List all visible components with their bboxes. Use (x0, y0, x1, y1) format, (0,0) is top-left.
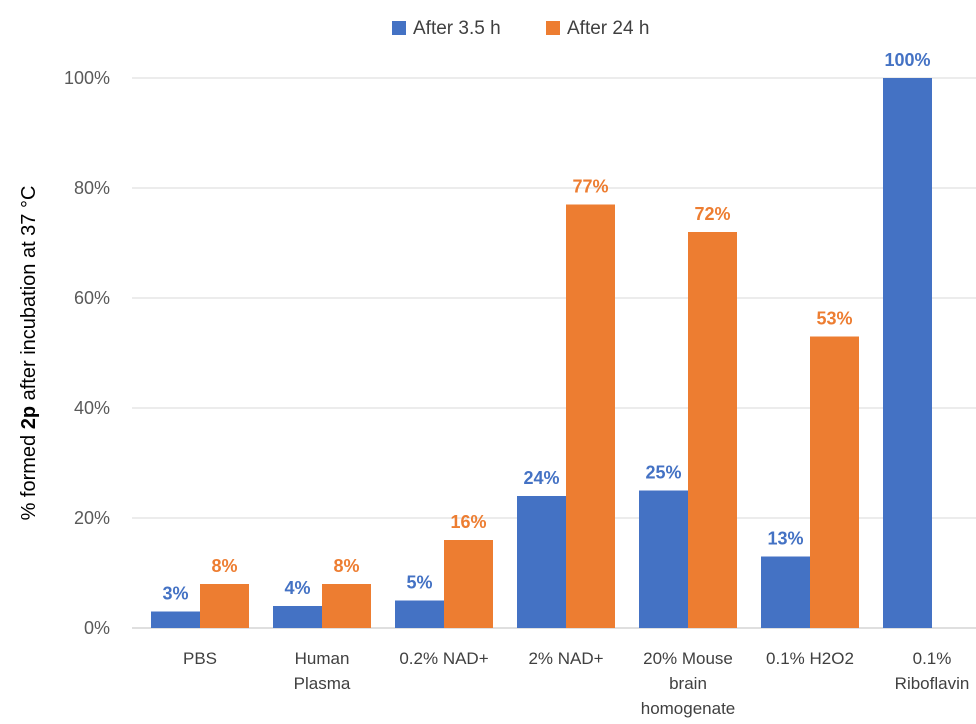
data-label: 8% (211, 556, 237, 576)
bar-after-3-5h (883, 78, 932, 628)
bar-after-3-5h (639, 490, 688, 628)
data-label: 100% (884, 50, 930, 70)
legend-swatch (546, 21, 560, 35)
bar-after-24h (200, 584, 249, 628)
data-label: 53% (816, 309, 852, 329)
y-tick-label: 20% (74, 508, 110, 528)
data-labels: 3% 8% 4% 8% 5% 16% 24% 77% 25% 72% 13% 53% 100% (162, 50, 930, 604)
data-label: 24% (523, 468, 559, 488)
data-label: 77% (572, 177, 608, 197)
bar-after-3-5h (517, 496, 566, 628)
bar-after-24h (566, 204, 615, 628)
bars (151, 78, 932, 628)
legend: After 3.5 h After 24 h (392, 18, 649, 39)
y-tick-label: 100% (64, 68, 110, 88)
y-tick-label: 40% (74, 398, 110, 418)
bar-after-3-5h (273, 606, 322, 628)
x-category-label: 0.2% NAD+ (399, 649, 488, 668)
bar-after-24h (810, 336, 859, 628)
data-label: 16% (450, 512, 486, 532)
x-category-label: Human Plasma (294, 649, 351, 693)
data-label: 3% (162, 584, 188, 604)
legend-label: After 24 h (567, 18, 649, 39)
data-label: 5% (406, 573, 432, 593)
x-category-label: PBS (183, 649, 217, 668)
bar-after-24h (444, 540, 493, 628)
bar-after-3-5h (151, 611, 200, 628)
data-label: 8% (333, 556, 359, 576)
data-label: 4% (284, 578, 310, 598)
x-category-label: 0.1% Riboflavin (895, 649, 970, 693)
data-label: 13% (767, 529, 803, 549)
data-label: 25% (645, 463, 681, 483)
y-tick-label: 60% (74, 288, 110, 308)
y-tick-label: 80% (74, 178, 110, 198)
y-axis-ticks: 0% 20% 40% 60% 80% 100% (64, 68, 110, 638)
bar-after-24h (322, 584, 371, 628)
x-category-label: 20% Mouse brain homogenate (641, 649, 736, 718)
data-label: 72% (694, 204, 730, 224)
x-category-label: 0.1% H2O2 (766, 649, 854, 668)
bar-after-3-5h (761, 556, 810, 628)
legend-label: After 3.5 h (413, 18, 501, 39)
bar-after-24h (688, 232, 737, 628)
x-category-label: 2% NAD+ (528, 649, 603, 668)
y-tick-label: 0% (84, 618, 110, 638)
bar-after-3-5h (395, 600, 444, 628)
y-axis-label: % formed 2p after incubation at 37 °C (18, 186, 40, 521)
x-axis-categories: PBS Human Plasma 0.2% NAD+ 2% NAD+ 20% Mouse b… (183, 649, 969, 718)
legend-swatch (392, 21, 406, 35)
